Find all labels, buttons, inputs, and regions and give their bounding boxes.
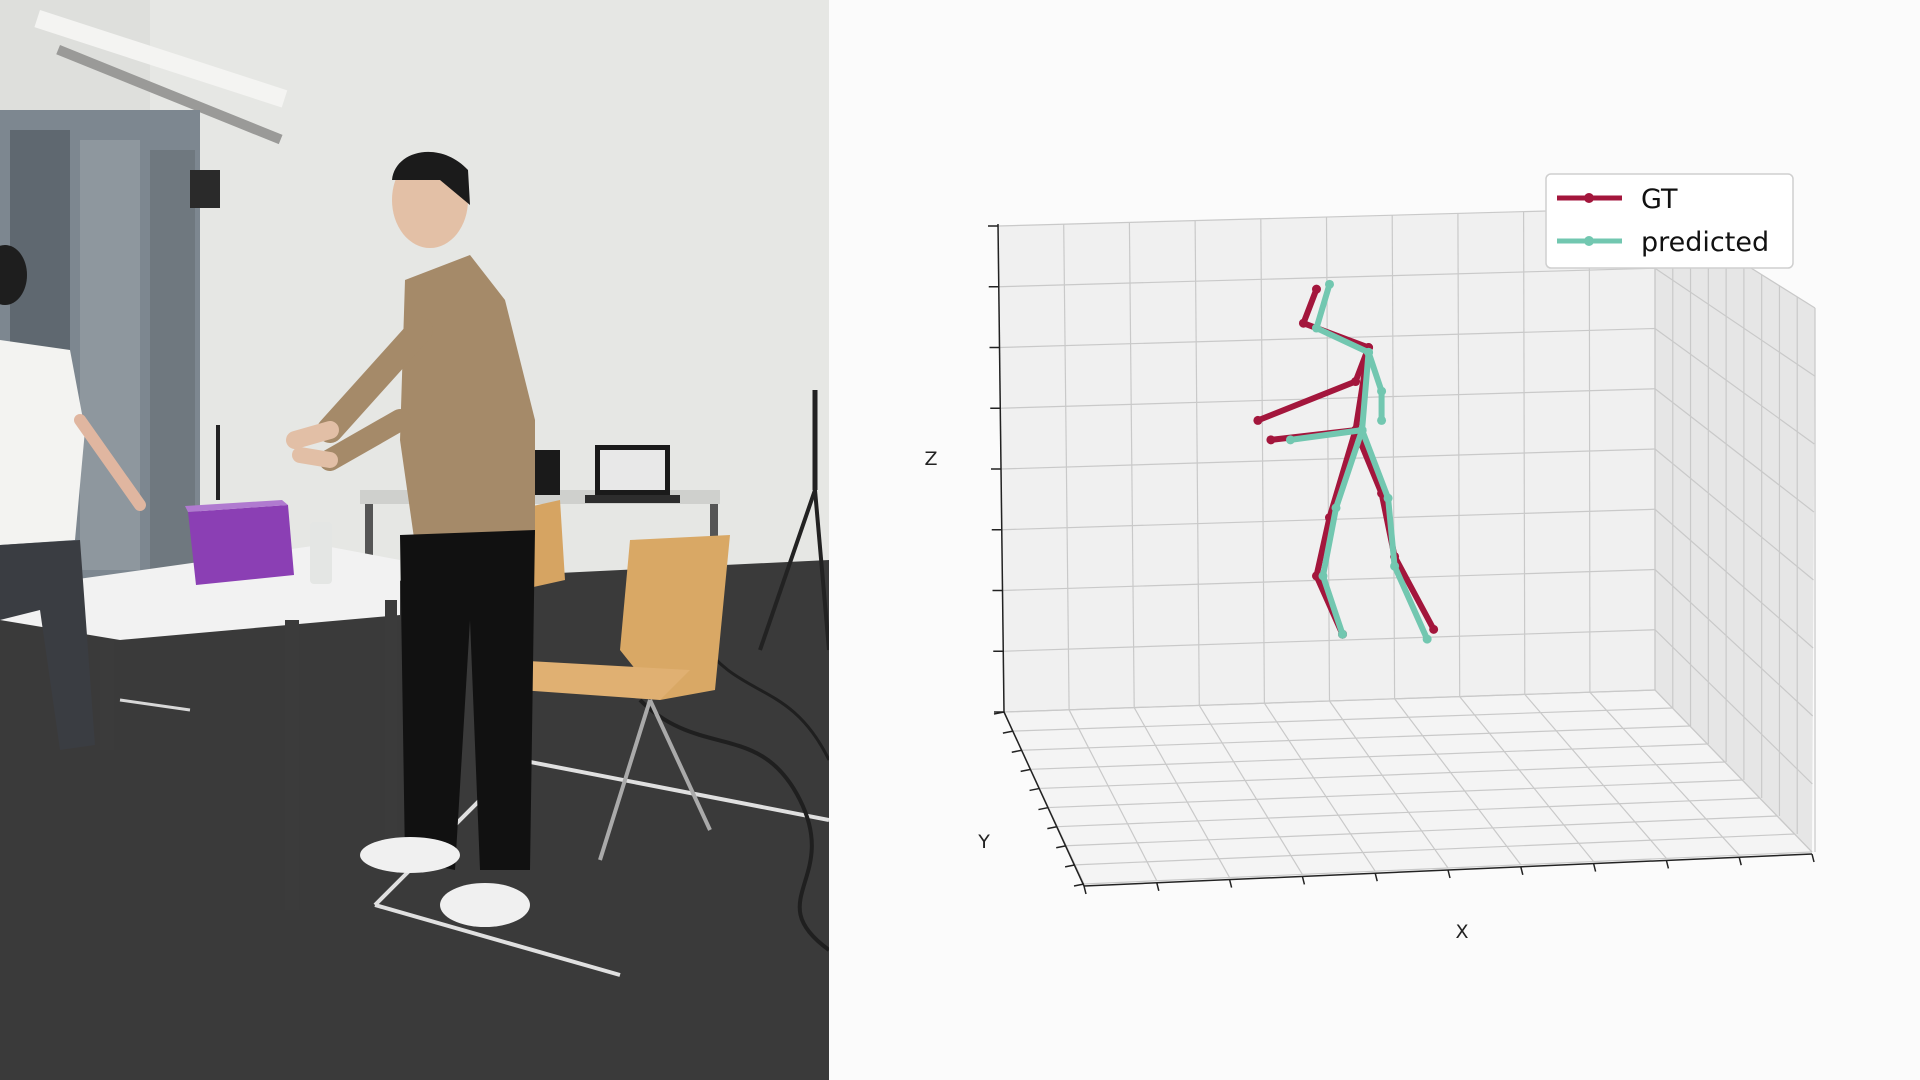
y-axis-tick xyxy=(1056,845,1067,849)
grid-line xyxy=(1394,698,1522,866)
predicted-joint xyxy=(1364,347,1374,357)
grid-line xyxy=(1002,568,1656,592)
x-axis-tick xyxy=(1811,853,1815,863)
x-axis-tick xyxy=(1228,879,1233,888)
grid-line xyxy=(1003,629,1656,652)
grid-lines xyxy=(997,207,1816,885)
y-axis-tick xyxy=(1064,864,1076,868)
pose-plot-panel: Z Y X GT predicted xyxy=(829,0,1920,1080)
predicted-joint xyxy=(1357,425,1367,435)
grid-line xyxy=(1459,696,1595,862)
grid-line xyxy=(1654,388,1815,513)
x-axis-tick xyxy=(1083,885,1087,895)
grid-line xyxy=(1589,691,1740,856)
grid-line xyxy=(1654,689,1813,853)
grid-line xyxy=(1329,700,1449,869)
x-axis-tick xyxy=(1156,882,1160,891)
axes-lines xyxy=(988,223,1815,895)
pose-3d-chart: Z Y X GT predicted xyxy=(924,173,1816,943)
gt-joint xyxy=(1429,624,1439,634)
gt-joint xyxy=(1253,415,1263,425)
grid-line xyxy=(1198,705,1303,875)
x-axis-tick xyxy=(1738,857,1742,866)
y-axis-line xyxy=(1003,711,1085,887)
x-axis-tick xyxy=(1592,863,1597,872)
grid-line xyxy=(1003,689,1656,713)
grid-line xyxy=(1654,448,1814,581)
predicted-joint xyxy=(1318,571,1328,581)
grid-line xyxy=(998,267,1656,288)
gt-joint xyxy=(1311,571,1321,581)
predicted-skeleton xyxy=(1285,279,1432,644)
y-axis-tick xyxy=(1047,825,1058,830)
gt-joint xyxy=(1298,318,1308,328)
z-axis-label: Z xyxy=(924,448,937,470)
grid-line xyxy=(1000,448,1656,470)
grid-line xyxy=(1075,833,1795,866)
x-axis-tick xyxy=(1374,873,1378,882)
grid-line xyxy=(1068,709,1158,882)
y-axis-label: Y xyxy=(977,831,990,853)
y-axis-tick xyxy=(993,711,1005,715)
grid-line xyxy=(1654,267,1815,377)
x-axis-tick xyxy=(1301,876,1306,885)
gt-joint xyxy=(1351,377,1361,387)
gt-bone xyxy=(1313,427,1359,638)
predicted-joint xyxy=(1383,493,1393,503)
gt-joint xyxy=(1311,284,1321,294)
grid-line xyxy=(1654,629,1813,785)
grid-line xyxy=(999,327,1656,349)
predicted-joint xyxy=(1331,503,1341,513)
legend-gt-marker xyxy=(1584,193,1594,203)
y-axis-tick xyxy=(1038,806,1049,811)
grid-line xyxy=(1263,702,1376,872)
grid-line xyxy=(1654,508,1814,649)
x-axis-tick xyxy=(1447,869,1451,879)
side-pane xyxy=(1655,208,1815,852)
legend-predicted-marker xyxy=(1584,236,1594,246)
y-axis-tick xyxy=(1029,787,1040,792)
legend-gt-label: GT xyxy=(1641,184,1678,215)
grid-line xyxy=(1030,743,1708,770)
predicted-joint xyxy=(1390,561,1400,571)
predicted-joint xyxy=(1377,386,1387,396)
y-axis-tick xyxy=(1011,749,1022,753)
grid-line xyxy=(1066,815,1778,847)
grid-line xyxy=(1000,388,1656,409)
gt-joint xyxy=(1266,435,1276,445)
x-axis-label: X xyxy=(1455,921,1468,943)
grid-line xyxy=(1654,569,1814,717)
predicted-joint xyxy=(1325,279,1334,289)
legend-predicted-label: predicted xyxy=(1641,227,1769,258)
legend: GT predicted xyxy=(1545,173,1794,269)
grid-line xyxy=(1048,779,1743,809)
predicted-bone xyxy=(1359,427,1431,643)
grid-line xyxy=(1012,707,1673,732)
grid-line xyxy=(1133,707,1231,878)
predicted-joint xyxy=(1285,435,1295,445)
scene-photo xyxy=(0,0,829,1080)
grid-line xyxy=(1021,725,1690,751)
y-axis-tick xyxy=(1020,768,1031,773)
predicted-joint xyxy=(1311,323,1321,333)
y-axis-tick xyxy=(1002,730,1014,734)
x-axis-tick xyxy=(1520,866,1524,875)
grid-line xyxy=(1057,797,1760,828)
predicted-bone xyxy=(1319,427,1366,638)
grid-line xyxy=(1654,328,1815,445)
grid-line xyxy=(1524,694,1667,859)
grid-line xyxy=(1039,761,1725,790)
predicted-joint xyxy=(1422,634,1432,644)
x-axis-tick xyxy=(1665,860,1670,869)
z-axis-line xyxy=(997,223,1005,713)
predicted-joint xyxy=(1338,629,1348,639)
y-axis-tick xyxy=(1073,883,1085,887)
grid-line xyxy=(1083,851,1813,885)
back-pane xyxy=(998,208,1655,712)
predicted-joint xyxy=(1377,415,1387,425)
